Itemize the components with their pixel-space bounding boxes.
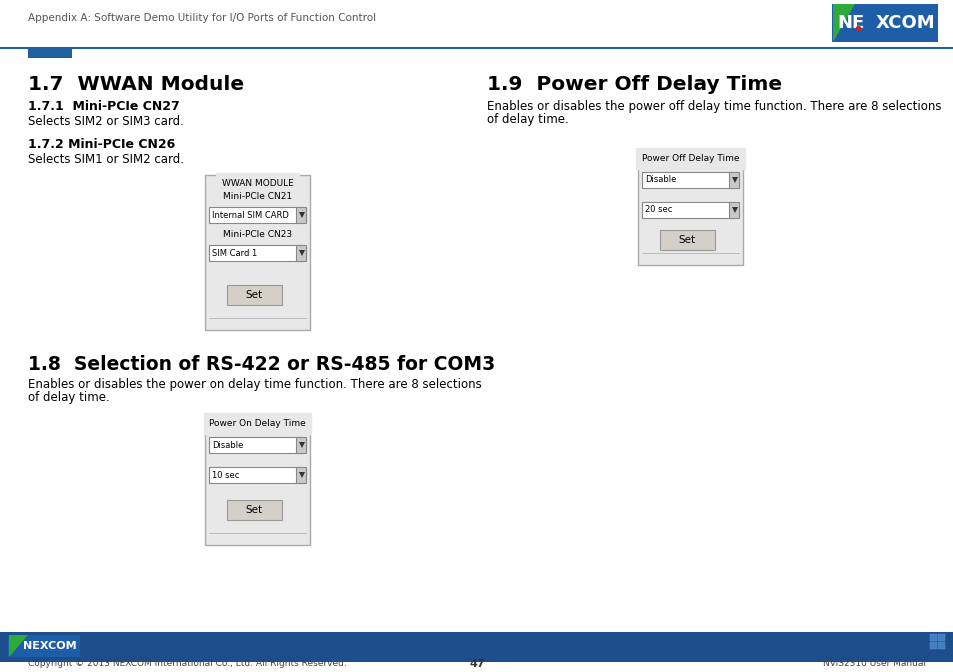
Bar [641, 202, 732, 218]
Text: 1.7.2 Mini-PCIe CN26: 1.7.2 Mini-PCIe CN26 [28, 138, 175, 151]
Text: Power On Delay Time: Power On Delay Time [209, 419, 306, 428]
Text: Appendix A: Software Demo Utility for I/O Ports of Function Control: Appendix A: Software Demo Utility for I/… [28, 13, 375, 23]
Bar [638, 150, 742, 265]
Bar [0, 0, 953, 48]
Text: 1.7  WWAN Module: 1.7 WWAN Module [28, 75, 244, 94]
Bar [295, 467, 306, 483]
Polygon shape [832, 4, 854, 42]
Text: Enables or disables the power off delay time function. There are 8 selections: Enables or disables the power off delay … [486, 100, 941, 113]
Text: Set: Set [245, 290, 262, 300]
Bar [8, 635, 80, 657]
Bar [209, 437, 299, 453]
Text: Power Off Delay Time: Power Off Delay Time [641, 154, 739, 163]
Polygon shape [298, 250, 305, 256]
Text: Set: Set [678, 235, 695, 245]
Bar [929, 634, 936, 641]
Text: Disable: Disable [644, 175, 676, 185]
Bar [209, 467, 299, 483]
Text: 1.9  Power Off Delay Time: 1.9 Power Off Delay Time [486, 75, 781, 94]
Polygon shape [298, 472, 305, 478]
Bar [929, 642, 936, 649]
Bar [728, 202, 739, 218]
Text: 1.7.1  Mini-PCIe CN27: 1.7.1 Mini-PCIe CN27 [28, 100, 179, 113]
Text: N: N [837, 14, 852, 32]
Text: Copyright © 2013 NEXCOM International Co., Ltd. All Rights Reserved.: Copyright © 2013 NEXCOM International Co… [28, 659, 346, 668]
Text: Mini-PCIe CN23: Mini-PCIe CN23 [223, 230, 292, 239]
Polygon shape [731, 207, 738, 213]
Text: Selects SIM1 or SIM2 card.: Selects SIM1 or SIM2 card. [28, 153, 184, 166]
Bar [728, 172, 739, 188]
Text: WWAN MODULE: WWAN MODULE [221, 179, 294, 188]
Text: Enables or disables the power on delay time function. There are 8 selections: Enables or disables the power on delay t… [28, 378, 481, 391]
Polygon shape [9, 635, 28, 657]
Text: 1.8  Selection of RS-422 or RS-485 for COM3: 1.8 Selection of RS-422 or RS-485 for CO… [28, 355, 495, 374]
Text: 20 sec: 20 sec [644, 206, 672, 214]
Text: NViS2310 User Manual: NViS2310 User Manual [822, 659, 925, 668]
Bar [227, 285, 282, 305]
Text: 10 sec: 10 sec [212, 470, 239, 480]
Bar [295, 437, 306, 453]
Text: XCOM: XCOM [875, 14, 935, 32]
Bar [28, 49, 71, 58]
Text: of delay time.: of delay time. [28, 391, 110, 404]
Text: 47: 47 [469, 659, 484, 669]
Polygon shape [298, 442, 305, 448]
Bar [209, 245, 299, 261]
Bar [209, 207, 299, 223]
Bar [295, 245, 306, 261]
Bar [831, 4, 937, 42]
Text: Mini-PCIe CN21: Mini-PCIe CN21 [223, 192, 292, 201]
Bar [295, 207, 306, 223]
Text: Internal SIM CARD: Internal SIM CARD [212, 210, 289, 220]
Polygon shape [298, 212, 305, 218]
Bar [641, 172, 732, 188]
Bar [0, 632, 953, 662]
Polygon shape [731, 177, 738, 183]
Bar [659, 230, 714, 250]
Text: Selects SIM2 or SIM3 card.: Selects SIM2 or SIM3 card. [28, 115, 184, 128]
Text: SIM Card 1: SIM Card 1 [212, 249, 257, 257]
Text: NEXCOM: NEXCOM [23, 641, 77, 651]
Text: Disable: Disable [212, 441, 243, 450]
Text: of delay time.: of delay time. [486, 113, 568, 126]
Bar [227, 500, 282, 520]
Text: E: E [851, 14, 863, 32]
Bar [205, 415, 310, 545]
Bar [937, 634, 944, 641]
Bar [937, 642, 944, 649]
Bar [205, 175, 310, 330]
Text: Set: Set [245, 505, 262, 515]
